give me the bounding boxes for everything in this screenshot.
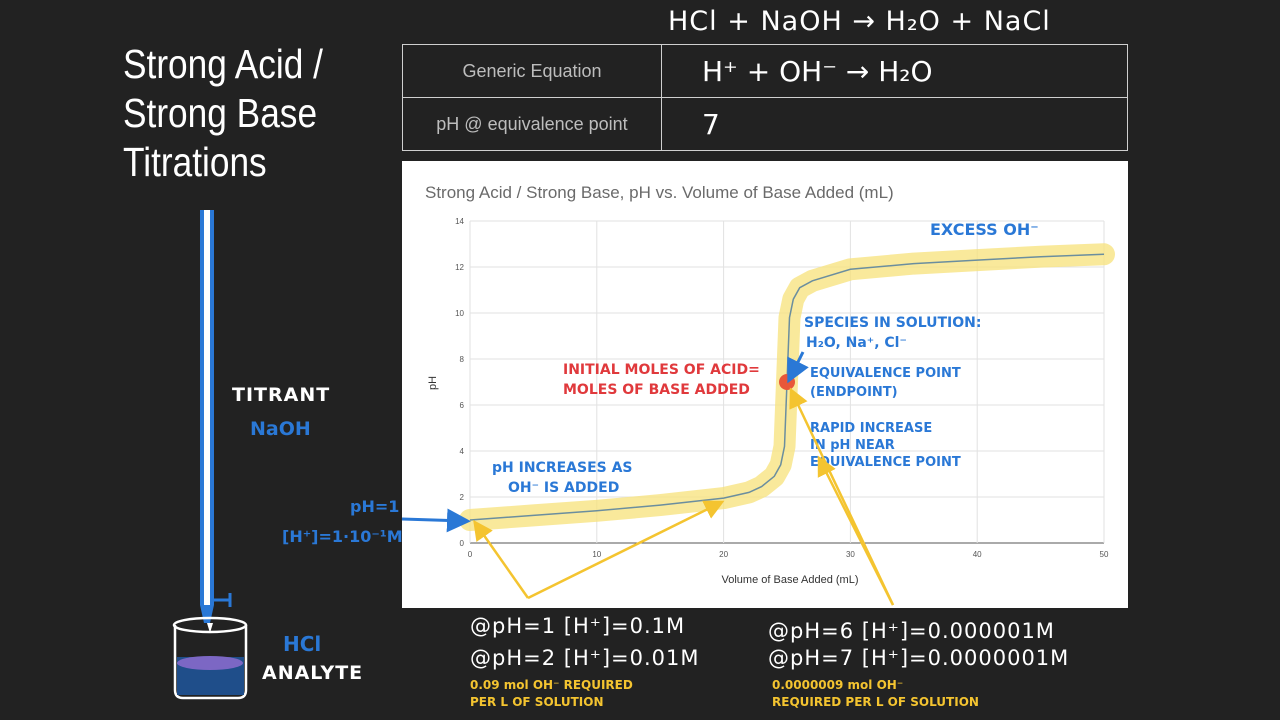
ph6-concentration: @pH=6 [H⁺]=0.000001M xyxy=(768,619,1055,643)
x-axis-label: Volume of Base Added (mL) xyxy=(722,574,859,586)
equivalence-ph-value: 7 xyxy=(661,97,1128,151)
table-row: Generic Equation H⁺ + OH⁻ → H₂O xyxy=(402,44,1128,98)
ph7-concentration: @pH=7 [H⁺]=0.0000001M xyxy=(768,646,1070,670)
excess-oh-note: EXCESS OH⁻ xyxy=(930,220,1039,239)
beaker-icon xyxy=(173,625,248,700)
species-note-line1: SPECIES IN SOLUTION: xyxy=(804,315,982,331)
y-axis-label: pH xyxy=(427,376,439,390)
y-tick-label: 8 xyxy=(460,355,465,364)
initial-ph: pH=1 xyxy=(350,497,400,516)
left-required-note-line2: PER L OF SOLUTION xyxy=(470,695,604,709)
rapid-note-line3: EQUIVALENCE POINT xyxy=(810,455,961,470)
y-tick-label: 0 xyxy=(460,539,465,548)
x-tick-label: 50 xyxy=(1100,550,1109,559)
ph-increase-note-line2: OH⁻ IS ADDED xyxy=(508,480,620,496)
table-row: pH @ equivalence point 7 xyxy=(402,97,1128,151)
analyte-name: HCl xyxy=(283,632,322,656)
initial-h-concentration: [H⁺]=1·10⁻¹M xyxy=(282,527,403,546)
burette-tip xyxy=(200,605,214,623)
titrant-label: TITRANT xyxy=(232,384,331,406)
equivalence-note-line2: (ENDPOINT) xyxy=(810,385,898,400)
species-note-line2: H₂O, Na⁺, Cl⁻ xyxy=(806,335,907,351)
equivalence-note-line1: EQUIVALENCE POINT xyxy=(810,366,961,381)
y-tick-label: 4 xyxy=(460,447,465,456)
analyte-label: ANALYTE xyxy=(262,662,364,684)
info-table: Generic Equation H⁺ + OH⁻ → H₂O pH @ equ… xyxy=(402,44,1128,151)
burette-diagram xyxy=(172,210,248,700)
generic-equation-label: Generic Equation xyxy=(402,44,662,98)
ph2-concentration: @pH=2 [H⁺]=0.01M xyxy=(470,646,700,670)
y-tick-label: 14 xyxy=(455,217,464,226)
equivalence-point-marker xyxy=(779,374,795,390)
generic-equation-value: H⁺ + OH⁻ → H₂O xyxy=(661,44,1128,98)
title-line-2: Strong Base xyxy=(123,90,318,136)
y-tick-label: 6 xyxy=(460,401,465,410)
y-tick-label: 12 xyxy=(455,263,464,272)
y-tick-label: 2 xyxy=(460,493,465,502)
right-required-note-line2: REQUIRED PER L OF SOLUTION xyxy=(772,695,979,709)
drop-icon xyxy=(207,623,213,633)
equivalence-ph-label: pH @ equivalence point xyxy=(402,97,662,151)
x-tick-label: 20 xyxy=(719,550,728,559)
title-line-3: Titrations xyxy=(123,139,267,185)
beaker-solution-top xyxy=(177,656,243,670)
right-required-note-line1: 0.0000009 mol OH⁻ xyxy=(772,678,904,692)
title-line-1: Strong Acid / xyxy=(123,41,323,87)
chart-title: Strong Acid / Strong Base, pH vs. Volume… xyxy=(425,183,894,202)
slide-title: Strong Acid / Strong Base Titrations xyxy=(123,40,347,187)
x-tick-label: 40 xyxy=(973,550,982,559)
x-tick-label: 0 xyxy=(468,550,473,559)
moles-note-line2: MOLES OF BASE ADDED xyxy=(563,382,750,398)
x-tick-label: 30 xyxy=(846,550,855,559)
y-tick-label: 10 xyxy=(455,309,464,318)
top-equation: HCl + NaOH → H₂O + NaCl xyxy=(668,6,1051,37)
ph-increase-note-line1: pH INCREASES AS xyxy=(492,460,633,476)
left-required-note-line1: 0.09 mol OH⁻ REQUIRED xyxy=(470,678,633,692)
moles-note-line1: INITIAL MOLES OF ACID= xyxy=(563,362,760,378)
titrant-name: NaOH xyxy=(250,418,311,440)
x-tick-label: 10 xyxy=(592,550,601,559)
burette-liquid xyxy=(204,210,210,605)
chart-panel: Strong Acid / Strong Base, pH vs. Volume… xyxy=(402,161,1128,608)
ph1-concentration: @pH=1 [H⁺]=0.1M xyxy=(470,614,686,638)
